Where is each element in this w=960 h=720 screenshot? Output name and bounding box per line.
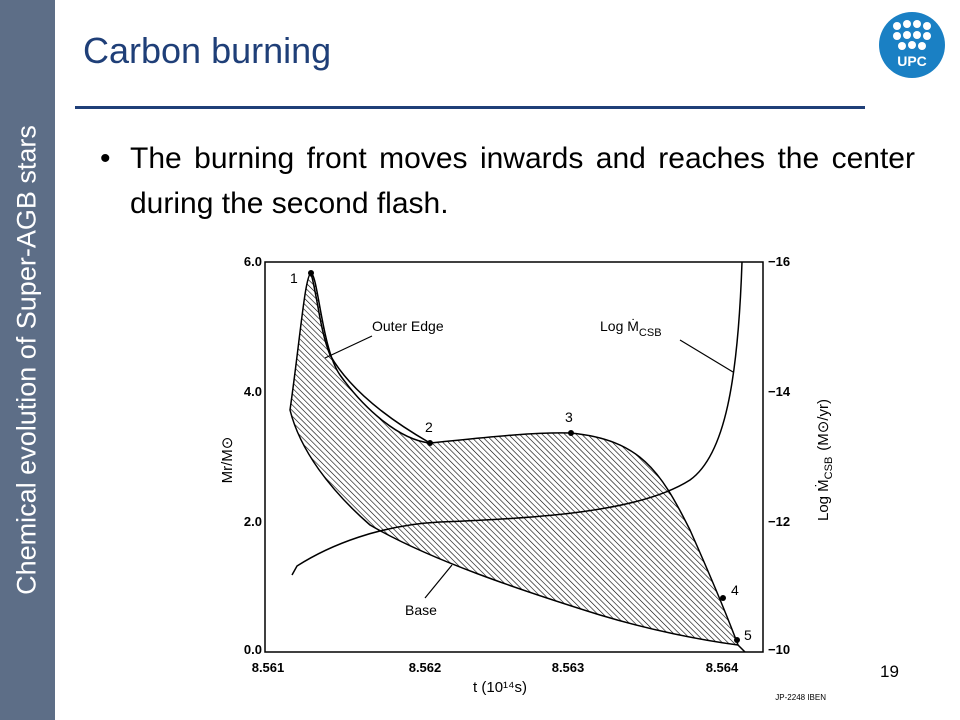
logo-text: UPC [897,53,927,69]
y2-tick-label: −16 [768,254,790,269]
slide-title: Carbon burning [83,30,332,71]
x-tick-label: 8.563 [552,660,585,675]
point-label: 1 [290,270,298,286]
x-tick-label: 8.562 [409,660,442,675]
sidebar: Chemical evolution of Super-AGB stars [0,0,55,720]
annotation: Log ṀCSB [600,317,662,339]
y-tick-label: 0.0 [244,642,262,657]
y-tick-label: 2.0 [244,514,262,529]
y-tick-label: 4.0 [244,384,262,399]
y2-tick-label: −10 [768,642,790,657]
annotation: Base [405,602,437,618]
mdot-curve [291,261,743,576]
y2-axis-label: Log ṀCSB (M⊙/yr) [814,399,835,521]
annotation-sub: CSB [639,327,662,339]
x-tick-label: 8.561 [252,660,285,675]
figure-credit: JP-2248 IBEN [775,693,826,702]
point-label: 2 [425,419,433,435]
point-labels: 1 2 3 4 5 [290,270,752,643]
title-rule [75,106,865,109]
y2-tick-label: −14 [768,384,791,399]
point-label: 5 [744,627,752,643]
page-number: 19 [880,662,899,681]
y-axis-label: Mr/M⊙ [219,437,236,484]
y2-axis-label-sub: CSB [823,457,835,480]
logo: UPC [879,12,945,78]
bullet-text: The burning front moves inwards and reac… [130,142,915,220]
points [308,270,740,643]
bullet-dot: • [100,142,111,175]
y2-axis-label-unit: (M⊙/yr) [815,399,832,451]
point-label: 4 [731,582,739,598]
annotation: Log Ṁ [600,317,639,334]
plot-frame [264,261,764,653]
point-label: 3 [565,409,573,425]
annotation: Outer Edge [372,318,444,334]
x-tick-label: 8.564 [706,660,739,675]
x-axis-label: t (10¹⁴s) [473,679,527,696]
y-tick-label: 6.0 [244,254,262,269]
y2-axis-label: Log Ṁ [814,479,832,521]
y2-tick-label: −12 [768,514,790,529]
